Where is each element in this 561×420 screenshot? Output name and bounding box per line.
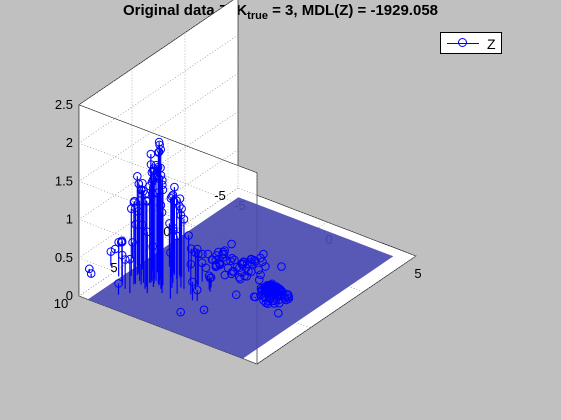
y-tick-label: 0 [163,224,170,239]
stem-marker [117,237,127,247]
stem-marker [142,196,151,205]
stem-marker [133,171,142,181]
stem-marker [211,262,221,272]
stem-marker [206,273,216,282]
stem-marker [154,148,163,157]
stem-marker [179,214,189,224]
stem-marker [184,231,193,240]
legend-circle-icon [458,38,467,47]
stem-marker [186,259,196,269]
stem-marker [84,264,94,274]
stem-marker [247,267,256,276]
y-tick-label: 5 [110,260,117,275]
y-tick-label: 10 [54,296,68,311]
z-tick-label: 1.5 [55,173,73,188]
stem-marker [172,231,182,241]
stem-marker [156,171,166,180]
stem-marker [117,250,127,260]
stem-marker [227,239,236,249]
z-tick-label: 2 [66,135,73,150]
surface [87,197,394,359]
stem-marker [234,272,244,282]
stem-marker [86,269,96,278]
stem-marker [270,299,279,308]
stem-marker [203,249,213,259]
stem-marker [157,208,167,217]
stem-marker [264,297,273,306]
legend-label: Z [487,36,496,52]
chart-title: Original data Z, Ktrue = 3, MDL(Z) = -19… [122,2,439,22]
stem-marker [146,160,156,169]
stem-marker [114,279,123,288]
z-tick-label: 0.5 [55,250,73,265]
gridline-z [78,111,258,288]
stem-marker [140,190,150,199]
stem-marker [143,227,152,237]
stem-marker [236,274,245,284]
stem-marker [125,254,135,264]
density-surface [87,197,394,359]
z-tick-label: 0 [66,288,73,303]
stem-marker [151,160,161,170]
y-tick-label: -5 [214,188,226,203]
stem-marker [176,307,185,317]
x-tick-label: 5 [414,266,421,281]
stem-marker [129,198,139,207]
stem-marker [128,238,137,247]
stem-marker [154,147,164,157]
gridline-z [78,0,258,174]
stem-marker [274,298,284,308]
stem-marker [154,137,164,147]
stem-marker [120,255,130,264]
stem-marker [280,294,289,303]
stem-marker [227,253,237,263]
stem-marker [191,248,200,257]
stem-marker [251,292,260,302]
stem-marker [227,269,236,279]
stem-marker [277,262,286,271]
stem-marker [170,182,179,192]
gridline-y [237,0,417,257]
stem-marker [212,261,221,271]
stem-marker [168,190,178,200]
stem-marker [258,257,267,267]
legend: Z [440,32,502,54]
stem-marker [218,250,227,259]
z-tick-label: 2.5 [55,97,73,112]
stem-marker [106,247,116,256]
z-tick-label: 1 [66,212,73,227]
stem-marker [167,192,177,201]
gridline-z [78,73,258,250]
stem-marker [263,299,273,309]
stem-marker [231,290,241,300]
stem-marker [131,203,140,212]
stem-marker [256,270,265,280]
stem-marker [281,295,291,305]
stem-marker [149,166,158,176]
stem-marker [205,273,215,283]
stem-marker [166,248,175,257]
stem-marker [259,296,268,305]
stem-marker [254,275,264,285]
stem-series [84,137,294,318]
stem-marker [192,285,202,295]
stem-marker [188,277,197,287]
gridline-z [78,187,258,365]
gridline-z [78,34,258,212]
gridline-z [78,149,258,327]
stem-marker [220,270,230,280]
stem-marker [261,262,270,271]
stem-marker [274,308,283,318]
stem-marker [199,305,209,315]
stem-marker [177,204,186,214]
